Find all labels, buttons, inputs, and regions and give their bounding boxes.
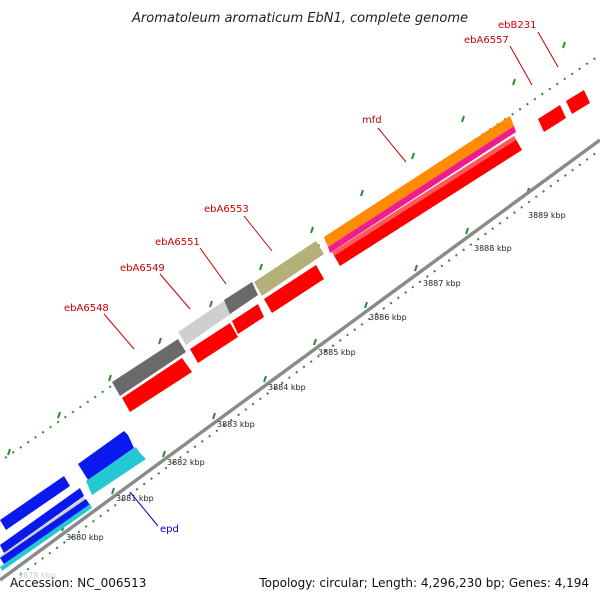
gene-arrow-blue-1[interactable] xyxy=(0,476,70,530)
tick-label-3880: 3880 kbp xyxy=(66,533,104,542)
tick-label-3882: 3882 kbp xyxy=(167,458,205,467)
tick-label-3879: 3879 kbp xyxy=(18,571,56,580)
gene-label-mfd[interactable]: mfd xyxy=(362,115,382,126)
gene-arrow-cyan-2[interactable] xyxy=(86,447,146,495)
gene-arrow-blue-4[interactable] xyxy=(0,499,90,564)
gene-label-ebB231[interactable]: ebB231 xyxy=(498,20,536,31)
tick-label-3888: 3888 kbp xyxy=(474,244,512,253)
gene-arrow-khaki[interactable] xyxy=(254,241,324,296)
label-leaders xyxy=(103,31,559,527)
gene-arrow-red-1[interactable] xyxy=(122,358,192,412)
tick-label-3889: 3889 kbp xyxy=(528,211,566,220)
map-title: Aromatoleum aromaticum EbN1, complete ge… xyxy=(131,11,468,26)
gene-labels: ebB231 ebA6557 mfd ebA6553 ebA6551 ebA65… xyxy=(64,20,536,535)
accession-text: Accession: NC_006513 xyxy=(10,576,146,590)
feature-track xyxy=(0,90,590,571)
gene-arrow-darkgray-1[interactable] xyxy=(112,339,186,396)
tick-label-3881: 3881 kbp xyxy=(116,494,154,503)
outer-major-ticks xyxy=(7,41,566,456)
gene-label-ebA6548[interactable]: ebA6548 xyxy=(64,303,109,314)
gene-label-ebA6557[interactable]: ebA6557 xyxy=(464,35,509,46)
gene-arrow-cyan-1[interactable] xyxy=(0,504,92,571)
gene-arrow-red-mfd[interactable] xyxy=(332,136,522,266)
tick-label-3883: 3883 kbp xyxy=(217,420,255,429)
major-ticks xyxy=(61,187,530,532)
gene-label-ebA6553[interactable]: ebA6553 xyxy=(204,204,249,215)
gene-arrow-magenta[interactable] xyxy=(328,126,516,253)
gene-arrow-red-4[interactable] xyxy=(264,265,324,313)
tick-label-3884: 3884 kbp xyxy=(268,383,306,392)
tick-label-3887: 3887 kbp xyxy=(423,279,461,288)
gene-arrow-red-2[interactable] xyxy=(190,323,238,363)
tick-label-3885: 3885 kbp xyxy=(318,348,356,357)
gene-arrow-red-ebB231[interactable] xyxy=(566,90,590,114)
gene-arrow-red-3[interactable] xyxy=(232,304,264,334)
tick-label-3886: 3886 kbp xyxy=(369,313,407,322)
gene-label-ebA6549[interactable]: ebA6549 xyxy=(120,263,165,274)
gene-label-epd[interactable]: epd xyxy=(160,524,179,535)
tick-labels: 3879 kbp 3880 kbp 3881 kbp 3882 kbp 3883… xyxy=(18,211,566,580)
gene-arrow-blue-3[interactable] xyxy=(0,488,84,553)
gene-arrow-blue-2[interactable] xyxy=(78,431,134,480)
gene-arrow-red-ebA6557[interactable] xyxy=(538,105,566,132)
gene-arrow-lightgray-1[interactable] xyxy=(178,301,232,345)
gene-arrow-orange[interactable] xyxy=(324,116,514,247)
genome-backbone xyxy=(0,138,600,582)
gene-label-ebA6551[interactable]: ebA6551 xyxy=(155,237,200,248)
genome-summary-text: Topology: circular; Length: 4,296,230 bp… xyxy=(258,576,589,590)
gene-arrow-darkgray-2[interactable] xyxy=(224,282,258,314)
